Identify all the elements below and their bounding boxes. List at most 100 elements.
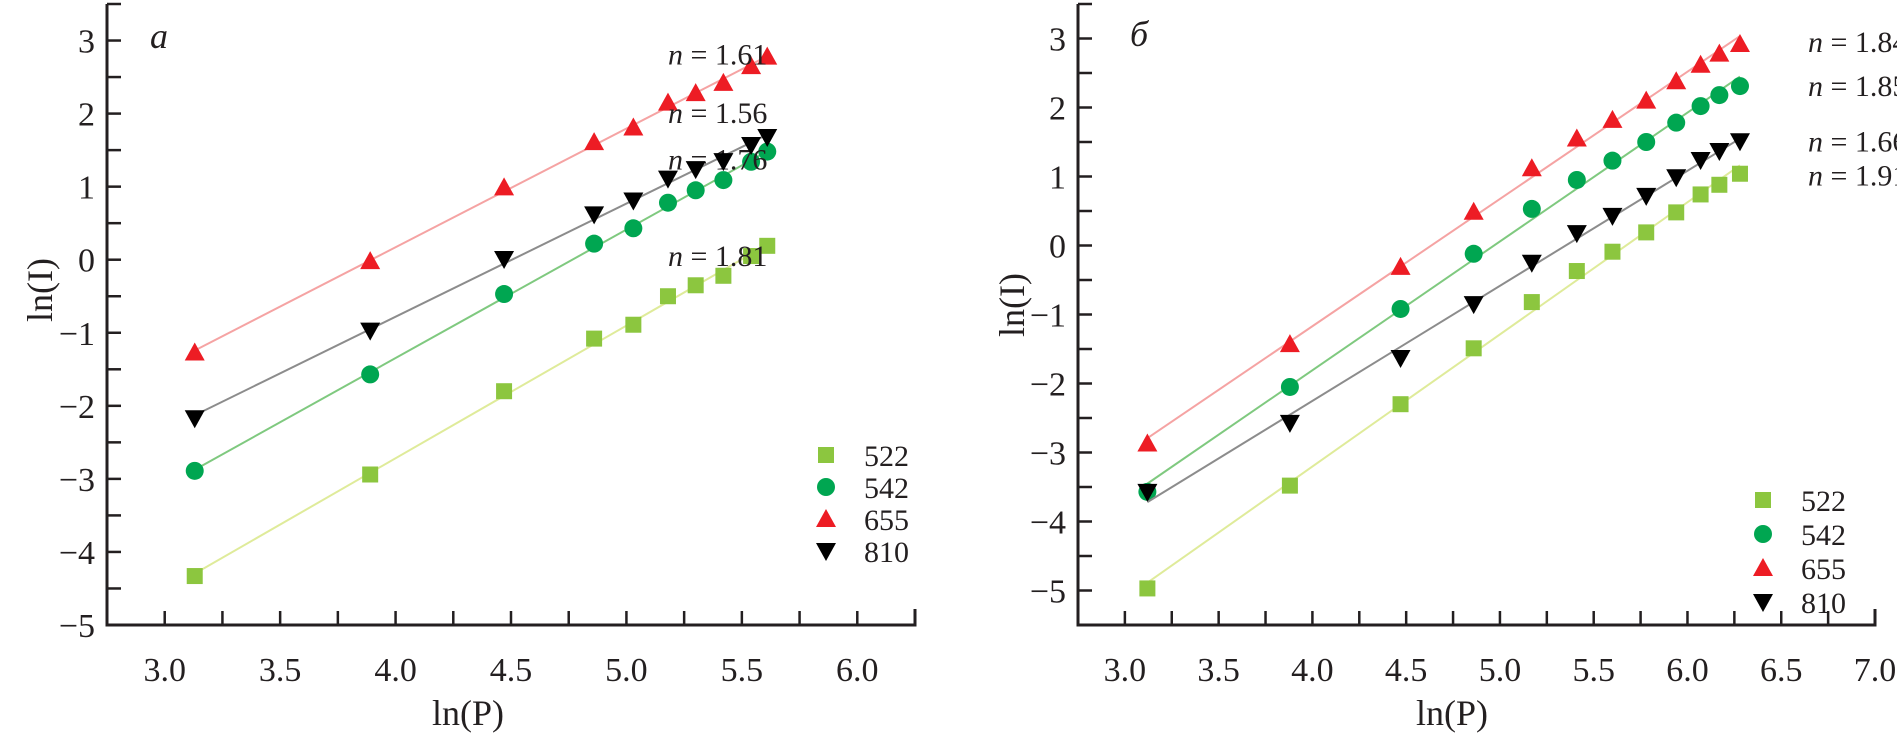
- data-point-810: [1709, 142, 1730, 161]
- panel-label: a: [150, 16, 168, 56]
- data-point-522: [715, 267, 732, 284]
- data-point-542: [585, 234, 604, 253]
- x-tick-label: 3.5: [1197, 652, 1240, 689]
- legend-label-810: 810: [1801, 587, 1846, 620]
- data-point-522: [743, 248, 760, 265]
- data-point-810: [184, 410, 205, 429]
- x-tick-label: 7.0: [1854, 652, 1897, 689]
- data-point-655: [685, 83, 706, 102]
- x-axis-title: ln(P): [432, 693, 504, 733]
- series-542: [1138, 75, 1749, 501]
- data-point-810: [1666, 169, 1687, 188]
- x-tick-label: 3.0: [143, 652, 186, 689]
- legend-label-542: 542: [864, 472, 909, 505]
- data-point-542: [624, 219, 643, 238]
- data-point-810: [1390, 349, 1411, 368]
- data-point-655: [1566, 128, 1587, 147]
- data-point-655: [623, 117, 644, 136]
- y-axis-title: ln(I): [992, 273, 1032, 337]
- y-tick-label: −5: [59, 608, 95, 645]
- data-point-542: [658, 193, 677, 212]
- legend-marker-810: [1753, 594, 1773, 612]
- series-522: [1139, 164, 1748, 597]
- legend-label-522: 522: [1801, 485, 1846, 518]
- y-tick-label: −1: [1030, 298, 1066, 335]
- data-point-655: [1390, 256, 1411, 275]
- series-655: [184, 46, 778, 361]
- data-point-522: [1523, 294, 1540, 311]
- data-point-810: [657, 170, 678, 189]
- fit-line-522: [194, 243, 768, 575]
- data-point-810: [1279, 414, 1300, 433]
- y-axis-title: ln(I): [20, 258, 60, 322]
- x-tick-label: 6.0: [836, 652, 879, 689]
- data-point-810: [1636, 187, 1657, 206]
- data-point-522: [1568, 263, 1585, 280]
- series-810: [1137, 133, 1750, 503]
- data-point-542: [714, 171, 733, 190]
- data-point-522: [1711, 176, 1728, 193]
- y-tick-label: 1: [78, 170, 95, 207]
- data-point-542: [1567, 170, 1586, 189]
- data-point-810: [1566, 225, 1587, 244]
- fit-line-810: [194, 133, 768, 417]
- data-point-655: [1463, 201, 1484, 220]
- data-point-655: [713, 72, 734, 91]
- data-point-810: [584, 206, 605, 225]
- data-point-522: [1465, 340, 1482, 357]
- data-point-522: [1731, 165, 1748, 182]
- data-point-522: [759, 237, 776, 254]
- axes-frame: [105, 4, 917, 627]
- x-tick-label: 4.0: [374, 652, 417, 689]
- x-tick-label: 4.5: [1385, 652, 1428, 689]
- data-point-542: [1691, 97, 1710, 116]
- y-tick-label: 3: [78, 24, 95, 61]
- y-tick-label: −2: [59, 389, 95, 426]
- data-point-542: [185, 461, 204, 480]
- y-tick-label: 2: [78, 97, 95, 134]
- series-655: [1137, 34, 1750, 452]
- data-point-655: [657, 92, 678, 111]
- n-label-810: n = 1.66: [1808, 125, 1897, 158]
- legend-marker-810: [816, 543, 836, 561]
- data-point-810: [1463, 296, 1484, 315]
- data-point-655: [1729, 34, 1750, 53]
- x-tick-label: 5.0: [1479, 652, 1522, 689]
- y-tick-label: 3: [1049, 22, 1066, 59]
- data-point-810: [1602, 207, 1623, 226]
- data-point-655: [1709, 43, 1730, 62]
- y-tick-label: 2: [1049, 91, 1066, 128]
- panel-label: б: [1130, 14, 1150, 54]
- legend-label-655: 655: [864, 504, 909, 537]
- legend-marker-522: [818, 447, 834, 463]
- y-tick-label: 0: [1049, 229, 1066, 266]
- x-tick-label: 3.5: [259, 652, 302, 689]
- x-tick-label: 4.5: [490, 652, 533, 689]
- data-point-810: [623, 192, 644, 211]
- data-point-542: [1522, 199, 1541, 218]
- data-point-542: [758, 142, 777, 161]
- data-point-542: [495, 285, 514, 304]
- data-point-542: [361, 365, 380, 384]
- data-point-522: [1139, 580, 1156, 597]
- legend-marker-522: [1755, 492, 1771, 508]
- data-point-522: [186, 568, 203, 585]
- series-542: [185, 142, 777, 480]
- y-tick-label: −3: [1030, 436, 1066, 473]
- data-point-542: [1280, 377, 1299, 396]
- data-point-522: [687, 277, 704, 294]
- data-point-522: [1638, 224, 1655, 241]
- data-point-655: [741, 56, 762, 75]
- data-point-810: [741, 137, 762, 156]
- legend-label-810: 810: [864, 536, 909, 569]
- legend-marker-655: [1753, 558, 1773, 576]
- panel-a: 3.0 3.5 4.0 4.5 5.0 5.5 6.0 −5 −4 −3 −2 −1 0 1 2 3 ln(P)…: [20, 2, 917, 733]
- y-tick-label: −5: [1030, 574, 1066, 611]
- x-tick-label: 5.0: [605, 652, 648, 689]
- data-point-542: [1667, 113, 1686, 132]
- y-tick-label: −4: [1030, 505, 1066, 542]
- y-tick-label: −2: [1030, 367, 1066, 404]
- x-tick-label: 5.5: [721, 652, 764, 689]
- data-point-655: [1602, 109, 1623, 128]
